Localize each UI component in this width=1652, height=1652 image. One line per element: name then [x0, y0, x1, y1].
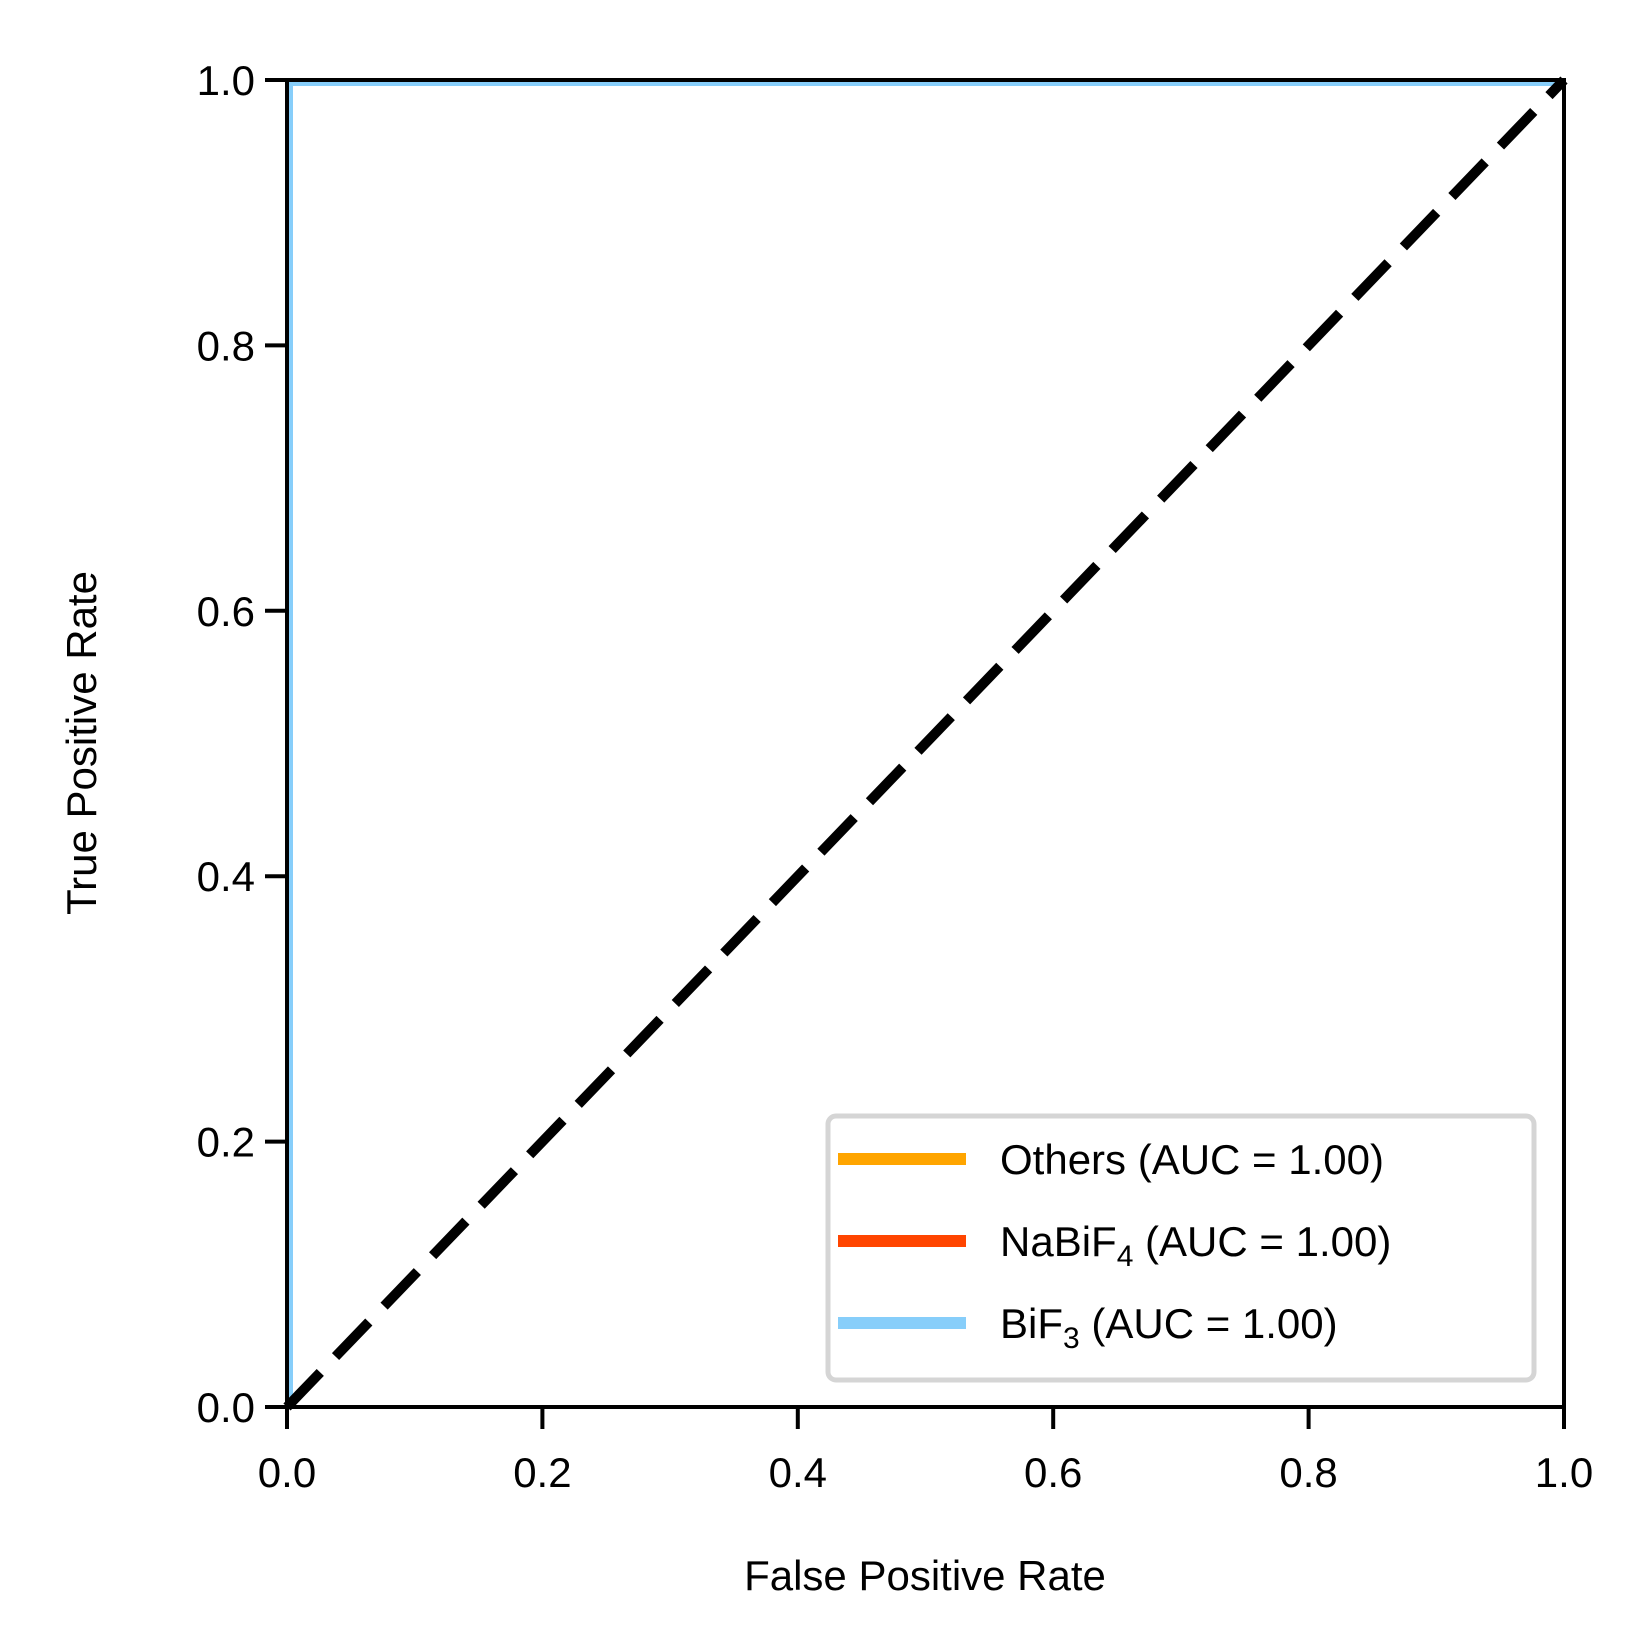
y-axis-ticks: 0.0 0.2 0.4 0.6 0.8 1.0	[197, 57, 287, 1431]
legend-auc: (AUC = 1.00)	[1126, 1136, 1384, 1183]
y-tick-label: 0.0	[197, 1384, 255, 1431]
reference-line-layer	[283, 76, 1568, 1411]
x-axis-ticks: 0.0 0.2 0.4 0.6 0.8 1.0	[258, 1407, 1593, 1496]
legend-auc: (AUC = 1.00)	[1080, 1300, 1338, 1347]
x-tick-label: 0.0	[258, 1449, 316, 1496]
legend-auc: (AUC = 1.00)	[1133, 1218, 1391, 1265]
legend-series-name: BiF	[1000, 1300, 1063, 1347]
y-tick-label: 0.8	[197, 322, 255, 369]
plot-frame	[285, 78, 1566, 1409]
legend-label-1: NaBiF4 (AUC = 1.00)	[1000, 1218, 1391, 1273]
y-tick-label: 0.2	[197, 1119, 255, 1166]
series-line-2	[289, 82, 1564, 1407]
legend: Others (AUC = 1.00)NaBiF4 (AUC = 1.00)Bi…	[825, 1113, 1537, 1383]
y-tick-label: 1.0	[197, 57, 255, 104]
x-tick-label: 0.4	[769, 1449, 827, 1496]
legend-items: Others (AUC = 1.00)NaBiF4 (AUC = 1.00)Bi…	[838, 1136, 1391, 1355]
x-tick-label: 1.0	[1535, 1449, 1593, 1496]
legend-box	[825, 1113, 1537, 1383]
legend-subscript: 3	[1063, 1322, 1080, 1355]
x-axis-title: False Positive Rate	[744, 1552, 1106, 1599]
y-tick-label: 0.6	[197, 588, 255, 635]
series-layer	[289, 82, 1564, 1407]
x-tick-label: 0.6	[1024, 1449, 1082, 1496]
y-axis-title: True Positive Rate	[58, 571, 105, 915]
legend-subscript: 4	[1117, 1240, 1134, 1273]
legend-label-2: BiF3 (AUC = 1.00)	[1000, 1300, 1338, 1355]
x-tick-label: 0.8	[1279, 1449, 1337, 1496]
legend-series-name: Others	[1000, 1136, 1126, 1183]
x-tick-label: 0.2	[513, 1449, 571, 1496]
legend-series-name: NaBiF	[1000, 1218, 1117, 1265]
legend-label-0: Others (AUC = 1.00)	[1000, 1136, 1384, 1183]
y-tick-label: 0.4	[197, 853, 255, 900]
reference-diagonal-line	[283, 76, 1568, 1411]
